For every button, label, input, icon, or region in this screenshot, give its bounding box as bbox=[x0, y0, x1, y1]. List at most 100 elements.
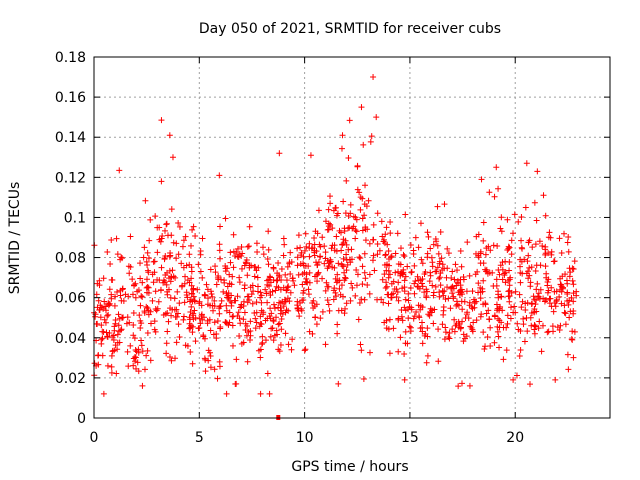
data-point bbox=[225, 294, 232, 301]
data-point bbox=[173, 306, 180, 313]
data-point bbox=[366, 271, 373, 278]
data-point bbox=[299, 297, 306, 304]
data-point bbox=[534, 168, 541, 175]
data-point bbox=[341, 310, 348, 317]
data-point bbox=[107, 261, 114, 268]
data-point bbox=[336, 285, 343, 292]
data-point bbox=[347, 297, 354, 304]
data-point bbox=[537, 286, 544, 293]
data-point bbox=[527, 314, 534, 321]
data-point bbox=[145, 290, 152, 297]
data-point bbox=[361, 212, 368, 219]
data-point bbox=[237, 320, 244, 327]
data-point bbox=[275, 346, 282, 353]
data-point bbox=[104, 333, 111, 340]
data-point bbox=[262, 337, 269, 344]
data-point bbox=[532, 323, 539, 330]
data-point bbox=[545, 234, 552, 241]
data-point bbox=[412, 234, 419, 241]
data-point bbox=[222, 319, 229, 326]
data-point bbox=[527, 279, 534, 286]
data-point bbox=[109, 348, 116, 355]
data-point bbox=[401, 350, 408, 357]
data-point bbox=[459, 306, 466, 313]
data-point bbox=[512, 288, 519, 295]
data-point bbox=[130, 362, 137, 369]
data-point bbox=[516, 291, 523, 298]
data-point bbox=[439, 287, 446, 294]
data-point bbox=[303, 271, 310, 278]
data-point bbox=[353, 267, 360, 274]
data-point bbox=[516, 352, 523, 359]
data-point bbox=[442, 329, 449, 336]
data-point bbox=[413, 308, 420, 315]
data-point bbox=[360, 141, 367, 148]
data-point bbox=[411, 313, 418, 320]
data-point bbox=[451, 276, 458, 283]
data-point bbox=[571, 258, 578, 265]
data-point bbox=[187, 242, 194, 249]
data-point bbox=[568, 336, 575, 343]
data-point bbox=[133, 348, 140, 355]
data-point bbox=[485, 307, 492, 314]
data-point bbox=[307, 152, 314, 159]
data-point bbox=[129, 276, 136, 283]
data-point bbox=[518, 237, 525, 244]
data-point bbox=[381, 271, 388, 278]
data-point bbox=[294, 245, 301, 252]
data-point bbox=[499, 266, 506, 273]
data-point bbox=[248, 291, 255, 298]
data-point bbox=[141, 309, 148, 316]
data-point bbox=[264, 299, 271, 306]
data-point bbox=[256, 323, 263, 330]
data-point bbox=[338, 261, 345, 268]
data-point bbox=[233, 380, 240, 387]
data-point bbox=[264, 370, 271, 377]
data-point bbox=[207, 353, 214, 360]
data-point bbox=[393, 294, 400, 301]
data-point bbox=[145, 284, 152, 291]
data-point bbox=[254, 248, 261, 255]
data-point bbox=[117, 287, 124, 294]
data-point bbox=[245, 293, 252, 300]
data-point bbox=[558, 250, 565, 257]
data-point bbox=[138, 320, 145, 327]
data-point bbox=[251, 273, 258, 280]
data-point bbox=[535, 293, 542, 300]
data-point bbox=[470, 319, 477, 326]
data-point bbox=[155, 298, 162, 305]
data-point bbox=[504, 320, 511, 327]
data-point bbox=[338, 247, 345, 254]
data-point bbox=[184, 277, 191, 284]
data-point bbox=[141, 244, 148, 251]
data-point bbox=[236, 332, 243, 339]
data-point bbox=[508, 251, 515, 258]
y-tick-label: 0.16 bbox=[55, 90, 86, 106]
data-point bbox=[168, 232, 175, 239]
data-point bbox=[533, 217, 540, 224]
data-point bbox=[175, 251, 182, 258]
data-point bbox=[303, 279, 310, 286]
data-point bbox=[352, 227, 359, 234]
data-point bbox=[282, 330, 289, 337]
data-point bbox=[531, 306, 538, 313]
data-point bbox=[176, 223, 183, 230]
data-point bbox=[314, 230, 321, 237]
data-point bbox=[236, 274, 243, 281]
data-point bbox=[301, 247, 308, 254]
data-point bbox=[136, 312, 143, 319]
data-point bbox=[463, 288, 470, 295]
data-point bbox=[350, 213, 357, 220]
data-point bbox=[343, 177, 350, 184]
data-point bbox=[457, 247, 464, 254]
data-point bbox=[400, 251, 407, 258]
data-point bbox=[421, 270, 428, 277]
data-point bbox=[246, 223, 253, 230]
data-point bbox=[460, 276, 467, 283]
data-point bbox=[119, 255, 126, 262]
data-point bbox=[317, 315, 324, 322]
data-point bbox=[244, 358, 251, 365]
data-point bbox=[281, 241, 288, 248]
data-point bbox=[164, 310, 171, 317]
data-point bbox=[370, 252, 377, 259]
